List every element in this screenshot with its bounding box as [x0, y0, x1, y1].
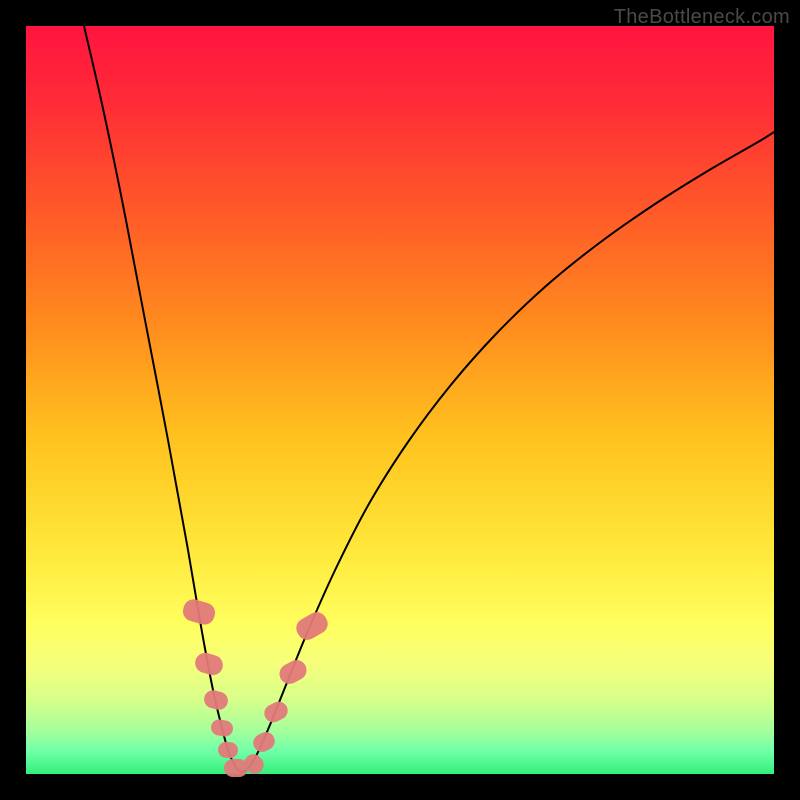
- chart-svg: [0, 0, 800, 800]
- chart-root: TheBottleneck.com: [0, 0, 800, 800]
- bead: [224, 759, 248, 777]
- plot-gradient-bg: [26, 26, 774, 774]
- watermark-text: TheBottleneck.com: [614, 6, 790, 29]
